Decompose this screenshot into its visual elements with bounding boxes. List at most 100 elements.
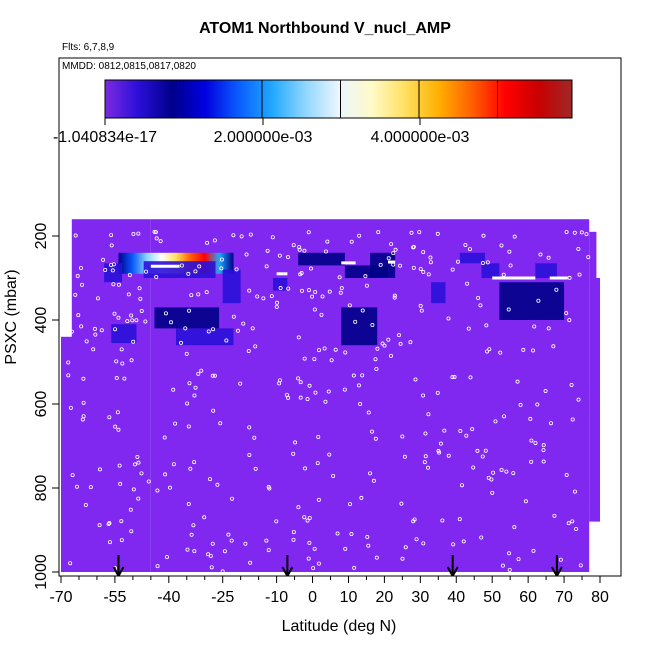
sample-point [274, 304, 279, 309]
sample-point [499, 243, 504, 248]
sample-point [538, 252, 543, 257]
sample-point [270, 235, 275, 240]
sample-point [80, 282, 85, 287]
sample-point [192, 460, 197, 465]
sample-point [578, 563, 583, 568]
arrow-head [551, 566, 563, 576]
colorbar-ticks [104, 80, 498, 125]
sample-point [374, 555, 379, 560]
sample-point [541, 443, 546, 448]
sample-point [171, 387, 176, 392]
sample-point [533, 440, 538, 445]
sample-point [498, 350, 503, 355]
sample-point [186, 424, 191, 429]
sample-point [353, 319, 358, 324]
sample-point [117, 463, 122, 468]
colorbar-label-min: -1.040834e-17 [52, 129, 158, 146]
sample-point [356, 383, 361, 388]
sample-point [264, 264, 269, 269]
sample-point [311, 566, 316, 571]
heatmap-cell [273, 278, 288, 291]
sample-point [93, 332, 98, 337]
sample-point [368, 471, 373, 476]
sample-point [136, 231, 141, 236]
sample-point [457, 517, 462, 522]
sample-point [399, 501, 404, 506]
sample-point [81, 400, 86, 405]
sample-point [296, 505, 301, 510]
sample-point [68, 561, 73, 566]
sample-point [114, 359, 119, 364]
x-tick-label: 80 [591, 589, 609, 606]
sample-point [493, 419, 498, 424]
sample-point [137, 286, 142, 291]
sample-point [162, 435, 167, 440]
sample-point [411, 244, 416, 249]
sample-point [247, 425, 252, 430]
sample-point [343, 546, 348, 551]
heatmap-cell [222, 269, 241, 304]
arrow-head [281, 566, 294, 576]
sample-point [266, 484, 271, 489]
sample-point [466, 326, 471, 331]
sample-point [504, 469, 509, 474]
heatmap-cell [175, 328, 234, 346]
sample-point [333, 347, 338, 352]
sample-point [146, 479, 151, 484]
sample-point [451, 542, 456, 547]
sample-point [586, 255, 591, 260]
sample-point [521, 347, 526, 352]
sample-point [576, 397, 581, 402]
heatmap-cell [499, 282, 565, 299]
sample-point [572, 489, 577, 494]
sample-point [298, 380, 303, 385]
sample-point [219, 266, 224, 271]
sample-point [312, 357, 317, 362]
x-tick-label: -25 [211, 589, 234, 606]
sample-point [465, 281, 470, 286]
sample-point [423, 454, 428, 459]
sample-point [243, 541, 248, 546]
sample-point [359, 495, 364, 500]
sample-point [210, 541, 215, 546]
sample-point [579, 230, 584, 235]
sample-point [337, 275, 342, 280]
heatmap-cell [481, 263, 500, 278]
sample-point [423, 431, 428, 436]
sample-point [199, 368, 204, 373]
sample-point [480, 454, 485, 459]
sample-point [461, 539, 466, 544]
sample-point [450, 375, 455, 380]
sample-point [400, 556, 405, 561]
sample-point [234, 267, 239, 272]
sample-point [204, 290, 209, 295]
x-tick-label: -70 [49, 589, 72, 606]
sample-point [206, 552, 211, 557]
sample-point [320, 294, 325, 299]
sample-point [564, 229, 569, 234]
sample-point [551, 344, 556, 349]
heatmap-cell [154, 307, 220, 329]
sample-point [564, 311, 569, 316]
x-tick-label: 10 [340, 589, 358, 606]
sample-point [307, 515, 312, 520]
sample-point [184, 351, 189, 356]
x-tick-label: 60 [519, 589, 537, 606]
sample-point [349, 239, 354, 244]
sample-point [364, 283, 369, 288]
sample-point [79, 324, 84, 329]
sample-point [312, 307, 317, 312]
sample-point [392, 293, 397, 298]
sample-point [189, 532, 194, 537]
sample-point [339, 286, 344, 291]
sample-point [97, 523, 102, 528]
sample-point [535, 402, 540, 407]
sample-point [325, 239, 330, 244]
sample-point [366, 410, 371, 415]
sample-point [296, 376, 301, 381]
x-tick-label: 40 [447, 589, 465, 606]
sample-point [512, 525, 517, 530]
sample-point [155, 564, 160, 569]
sample-point [129, 358, 134, 363]
sample-point [66, 360, 71, 365]
